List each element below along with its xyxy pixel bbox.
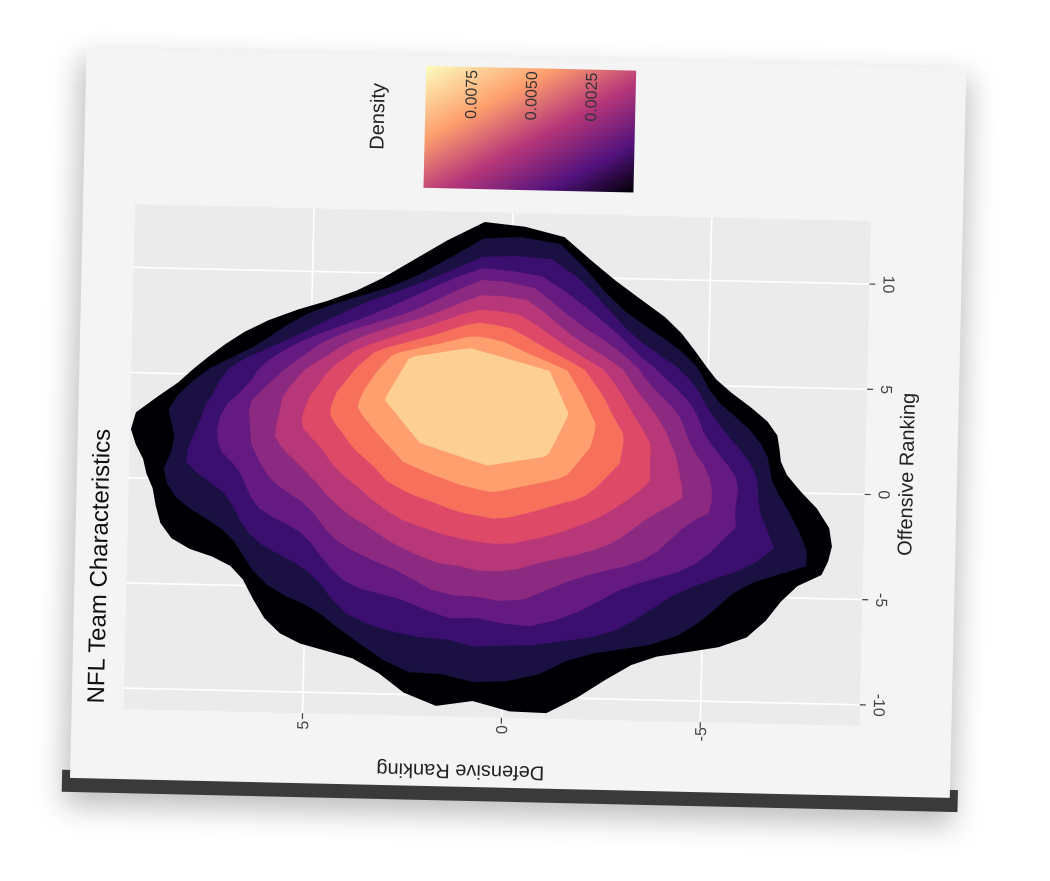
axes: -10 -5 0 5 10 -5 0 5 <box>295 275 896 742</box>
y-tick-label-5: 5 <box>295 720 312 729</box>
x-tick-label-5: 5 <box>877 385 894 394</box>
chart-card: -10 -5 0 5 10 -5 0 5 NFL Team Characteristics O… <box>61 48 971 826</box>
x-tick-label-10: 10 <box>879 275 896 293</box>
legend-label-0.0075: 0.0075 <box>463 69 482 120</box>
chart-title: NFL Team Characteristics <box>83 429 116 704</box>
density-contours <box>130 222 832 714</box>
x-tick-label--10: -10 <box>870 693 888 717</box>
x-axis-title: Offensive Ranking <box>894 393 920 557</box>
x-tick-label-0: 0 <box>875 490 892 499</box>
chart-paper: -10 -5 0 5 10 -5 0 5 NFL Team Characteristics O… <box>70 48 967 798</box>
y-tick-label--5: -5 <box>693 727 710 742</box>
y-tick-label-0: 0 <box>494 725 511 734</box>
density-plot: -10 -5 0 5 10 -5 0 5 NFL Team Characteristics O… <box>83 65 920 784</box>
density-level-10 <box>385 348 569 466</box>
legend-title: Density <box>366 82 390 150</box>
density-legend <box>423 65 637 193</box>
legend-colorbar <box>423 65 637 193</box>
x-tick-label--5: -5 <box>872 593 889 608</box>
legend-label-0.0025: 0.0025 <box>583 72 602 122</box>
y-axis-title: Defensive Ranking <box>376 758 544 784</box>
legend-label-0.0050: 0.0050 <box>523 71 542 121</box>
